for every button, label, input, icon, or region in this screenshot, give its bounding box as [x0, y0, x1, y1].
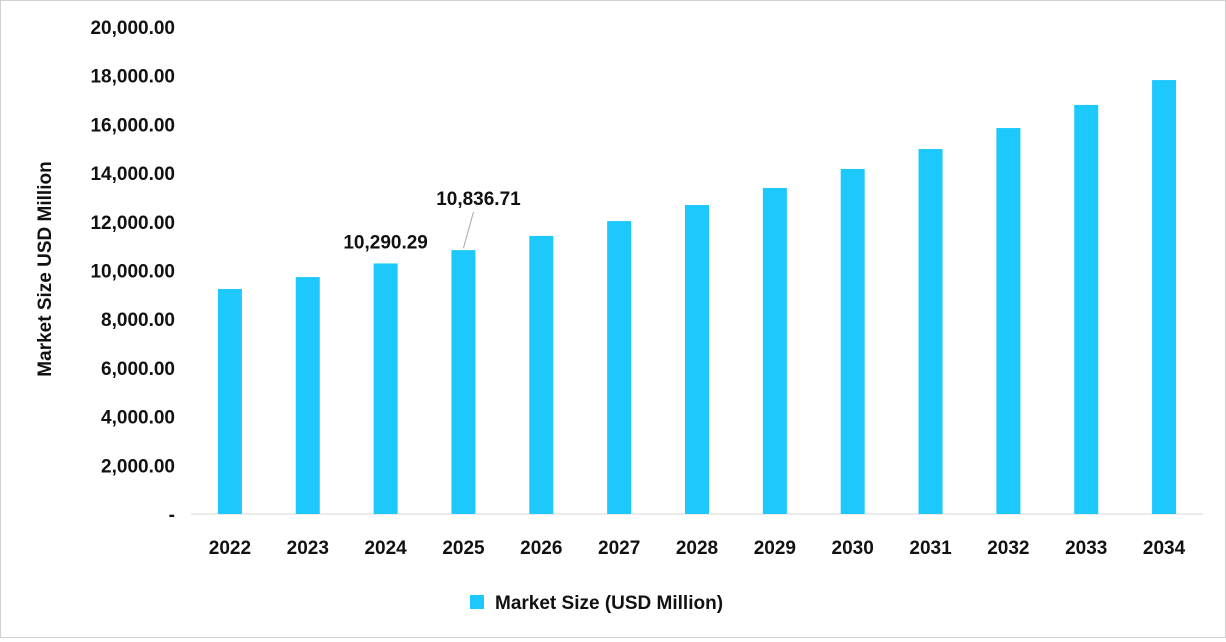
bar-2025	[451, 250, 476, 515]
y-tick-label: 10,000.00	[90, 262, 175, 283]
bar-2024	[373, 263, 398, 514]
bar-2033	[1074, 104, 1099, 515]
y-tick-label: 8,000.00	[101, 310, 175, 331]
y-tick-label: -	[169, 505, 175, 526]
x-tick-label: 2024	[364, 538, 407, 559]
x-tick-label: 2032	[987, 538, 1029, 559]
bar-2027	[607, 221, 632, 514]
y-tick-label: 14,000.00	[90, 164, 175, 185]
data-label-leader-line	[462, 211, 474, 249]
x-tick-label: 2023	[287, 538, 329, 559]
bar-2031	[918, 148, 943, 514]
bar-2029	[762, 187, 787, 515]
y-tick-label: 20,000.00	[90, 18, 175, 39]
x-tick-label: 2034	[1143, 538, 1186, 559]
bar-2030	[840, 168, 865, 514]
x-tick-label: 2028	[676, 538, 718, 559]
x-tick-label: 2027	[598, 538, 640, 559]
x-tick-label: 2022	[209, 538, 251, 559]
data-label-2024: 10,290.29	[343, 232, 428, 253]
x-tick-label: 2033	[1065, 538, 1107, 559]
x-tick-label: 2030	[832, 538, 874, 559]
bar-2022	[217, 289, 242, 514]
x-tick-label: 2031	[909, 538, 952, 559]
legend-swatch	[470, 595, 484, 609]
bar-2023	[295, 277, 320, 514]
legend: Market Size (USD Million)	[470, 593, 723, 614]
y-tick-label: 4,000.00	[101, 408, 175, 429]
x-tick-label: 2025	[442, 538, 485, 559]
y-axis-label: Market Size USD Million	[35, 161, 56, 376]
y-tick-label: 2,000.00	[101, 456, 175, 477]
data-label-2025: 10,836.71	[436, 189, 521, 210]
bar-2032	[996, 128, 1021, 514]
x-tick-label: 2026	[520, 538, 562, 559]
bar-2028	[685, 204, 709, 514]
x-tick-label: 2029	[754, 538, 796, 559]
bar-2034	[1152, 80, 1177, 514]
y-tick-label: 6,000.00	[101, 359, 175, 380]
y-tick-label: 12,000.00	[90, 213, 175, 234]
bar-2026	[529, 235, 554, 514]
y-tick-label: 18,000.00	[90, 67, 175, 88]
legend-label: Market Size (USD Million)	[495, 593, 723, 614]
y-tick-label: 16,000.00	[90, 115, 175, 136]
